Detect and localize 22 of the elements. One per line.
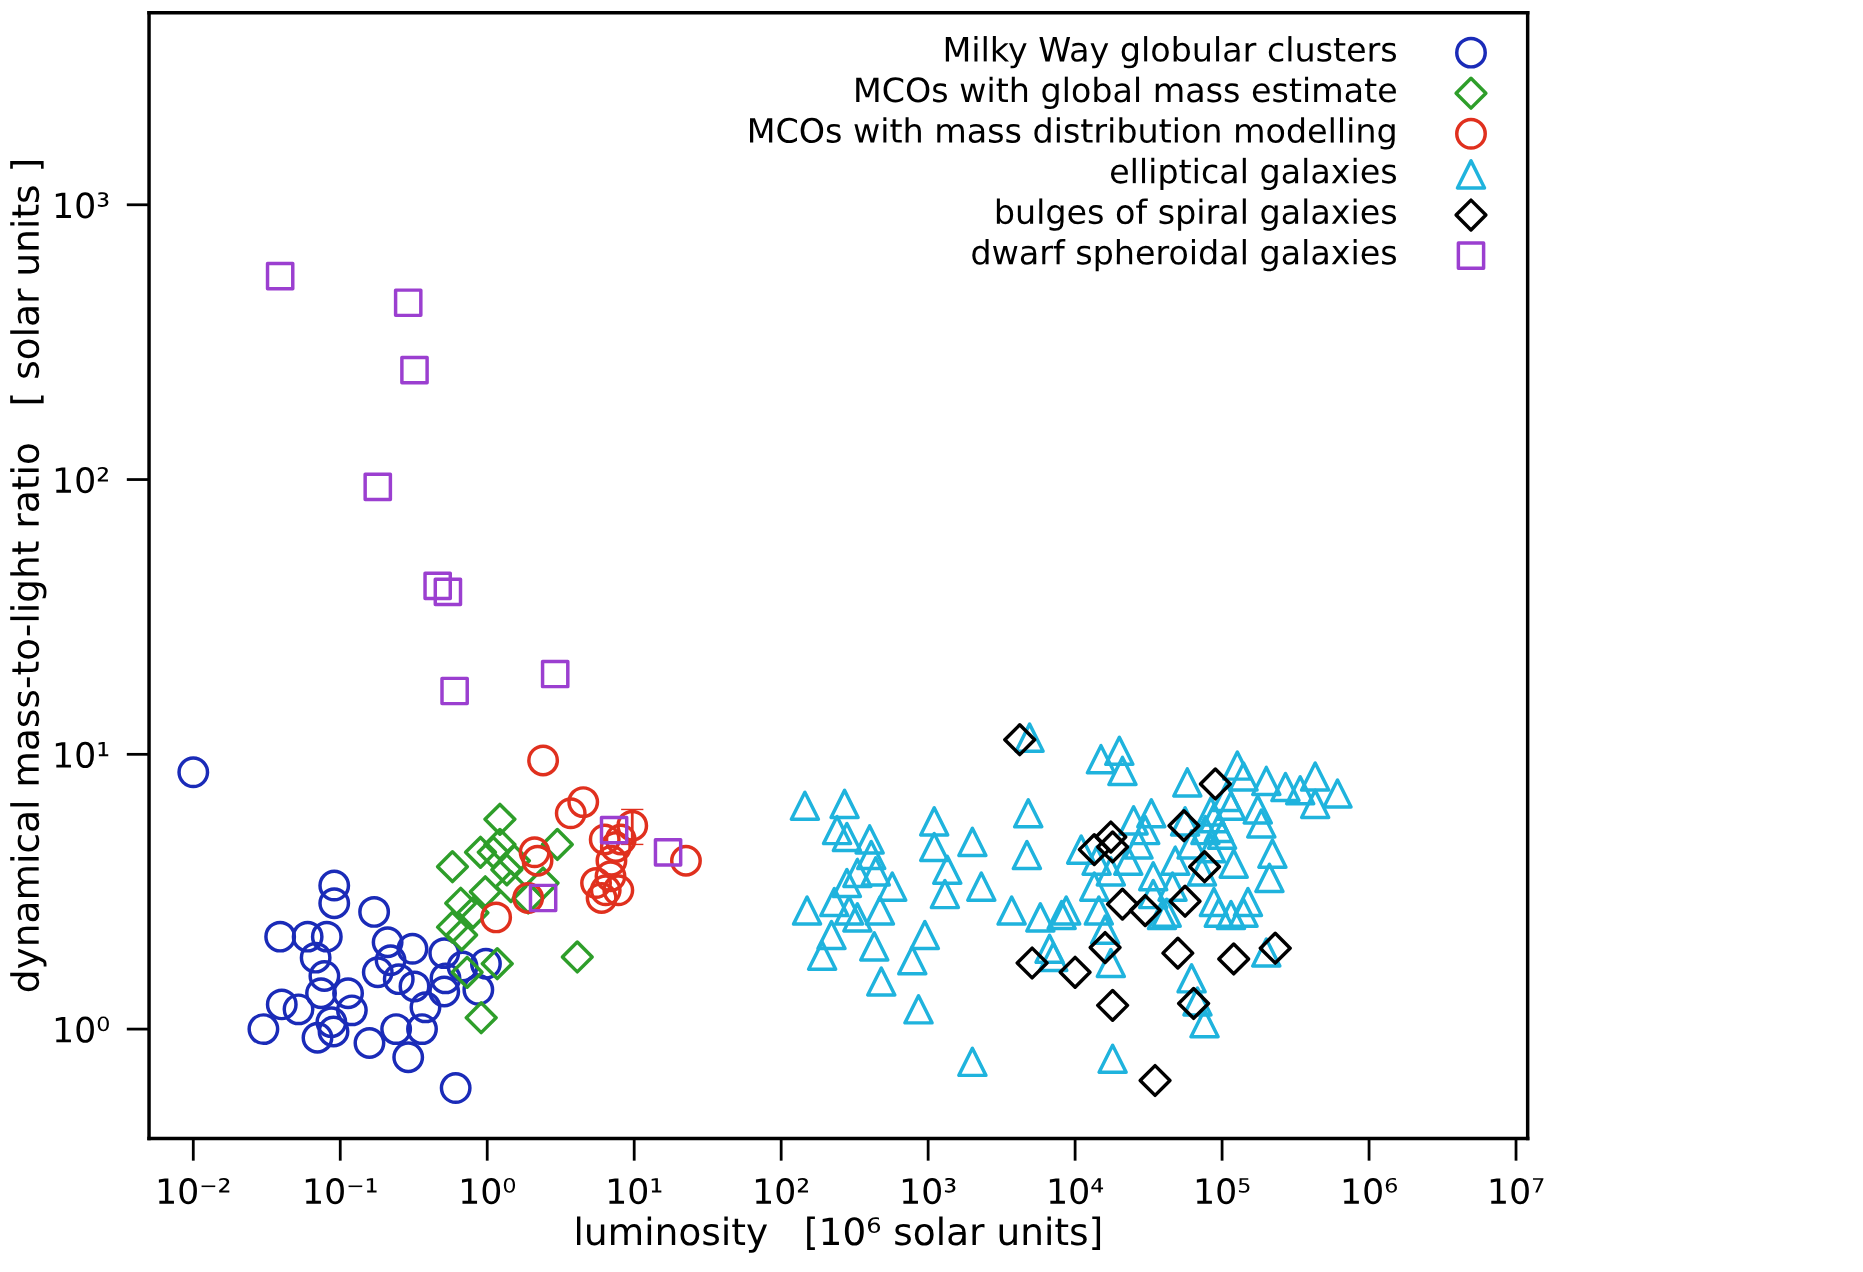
x-tick-label: 10⁶ [1343, 1177, 1397, 1205]
legend-label: dwarf spheroidal galaxies [972, 239, 1397, 272]
legend-label: bulges of spiral galaxies [996, 198, 1397, 231]
y-tick-label: 10² [55, 466, 108, 494]
legend-label: MCOs with global mass estimate [856, 76, 1396, 109]
x-tick-label: 10⁵ [1196, 1177, 1250, 1205]
y-tick-label: 10³ [55, 192, 109, 219]
y-axis-title: dynamical mass-to-light ratio [ solar units ] [10, 161, 47, 992]
legend-label: MCOs with mass distribution modelling [750, 117, 1395, 150]
x-tick-label: 10⁴ [1049, 1177, 1104, 1205]
x-tick-label: 10⁻² [158, 1177, 230, 1205]
x-tick-label: 10² [755, 1177, 809, 1205]
x-tick-label: 10³ [902, 1177, 956, 1205]
y-tick-label: 10⁰ [55, 1016, 109, 1043]
legend-label: elliptical galaxies [1110, 157, 1397, 191]
x-axis-title: luminosity [10⁶ solar units] [577, 1216, 1101, 1253]
y-tick-label: 10¹ [55, 741, 109, 769]
x-tick-label: 10⁰ [461, 1177, 516, 1205]
x-tick-label: 10⁷ [1490, 1177, 1544, 1205]
x-tick-label: 10⁻¹ [305, 1177, 377, 1205]
legend-label: Milky Way globular clusters [945, 36, 1397, 69]
x-tick-label: 10¹ [608, 1177, 662, 1205]
